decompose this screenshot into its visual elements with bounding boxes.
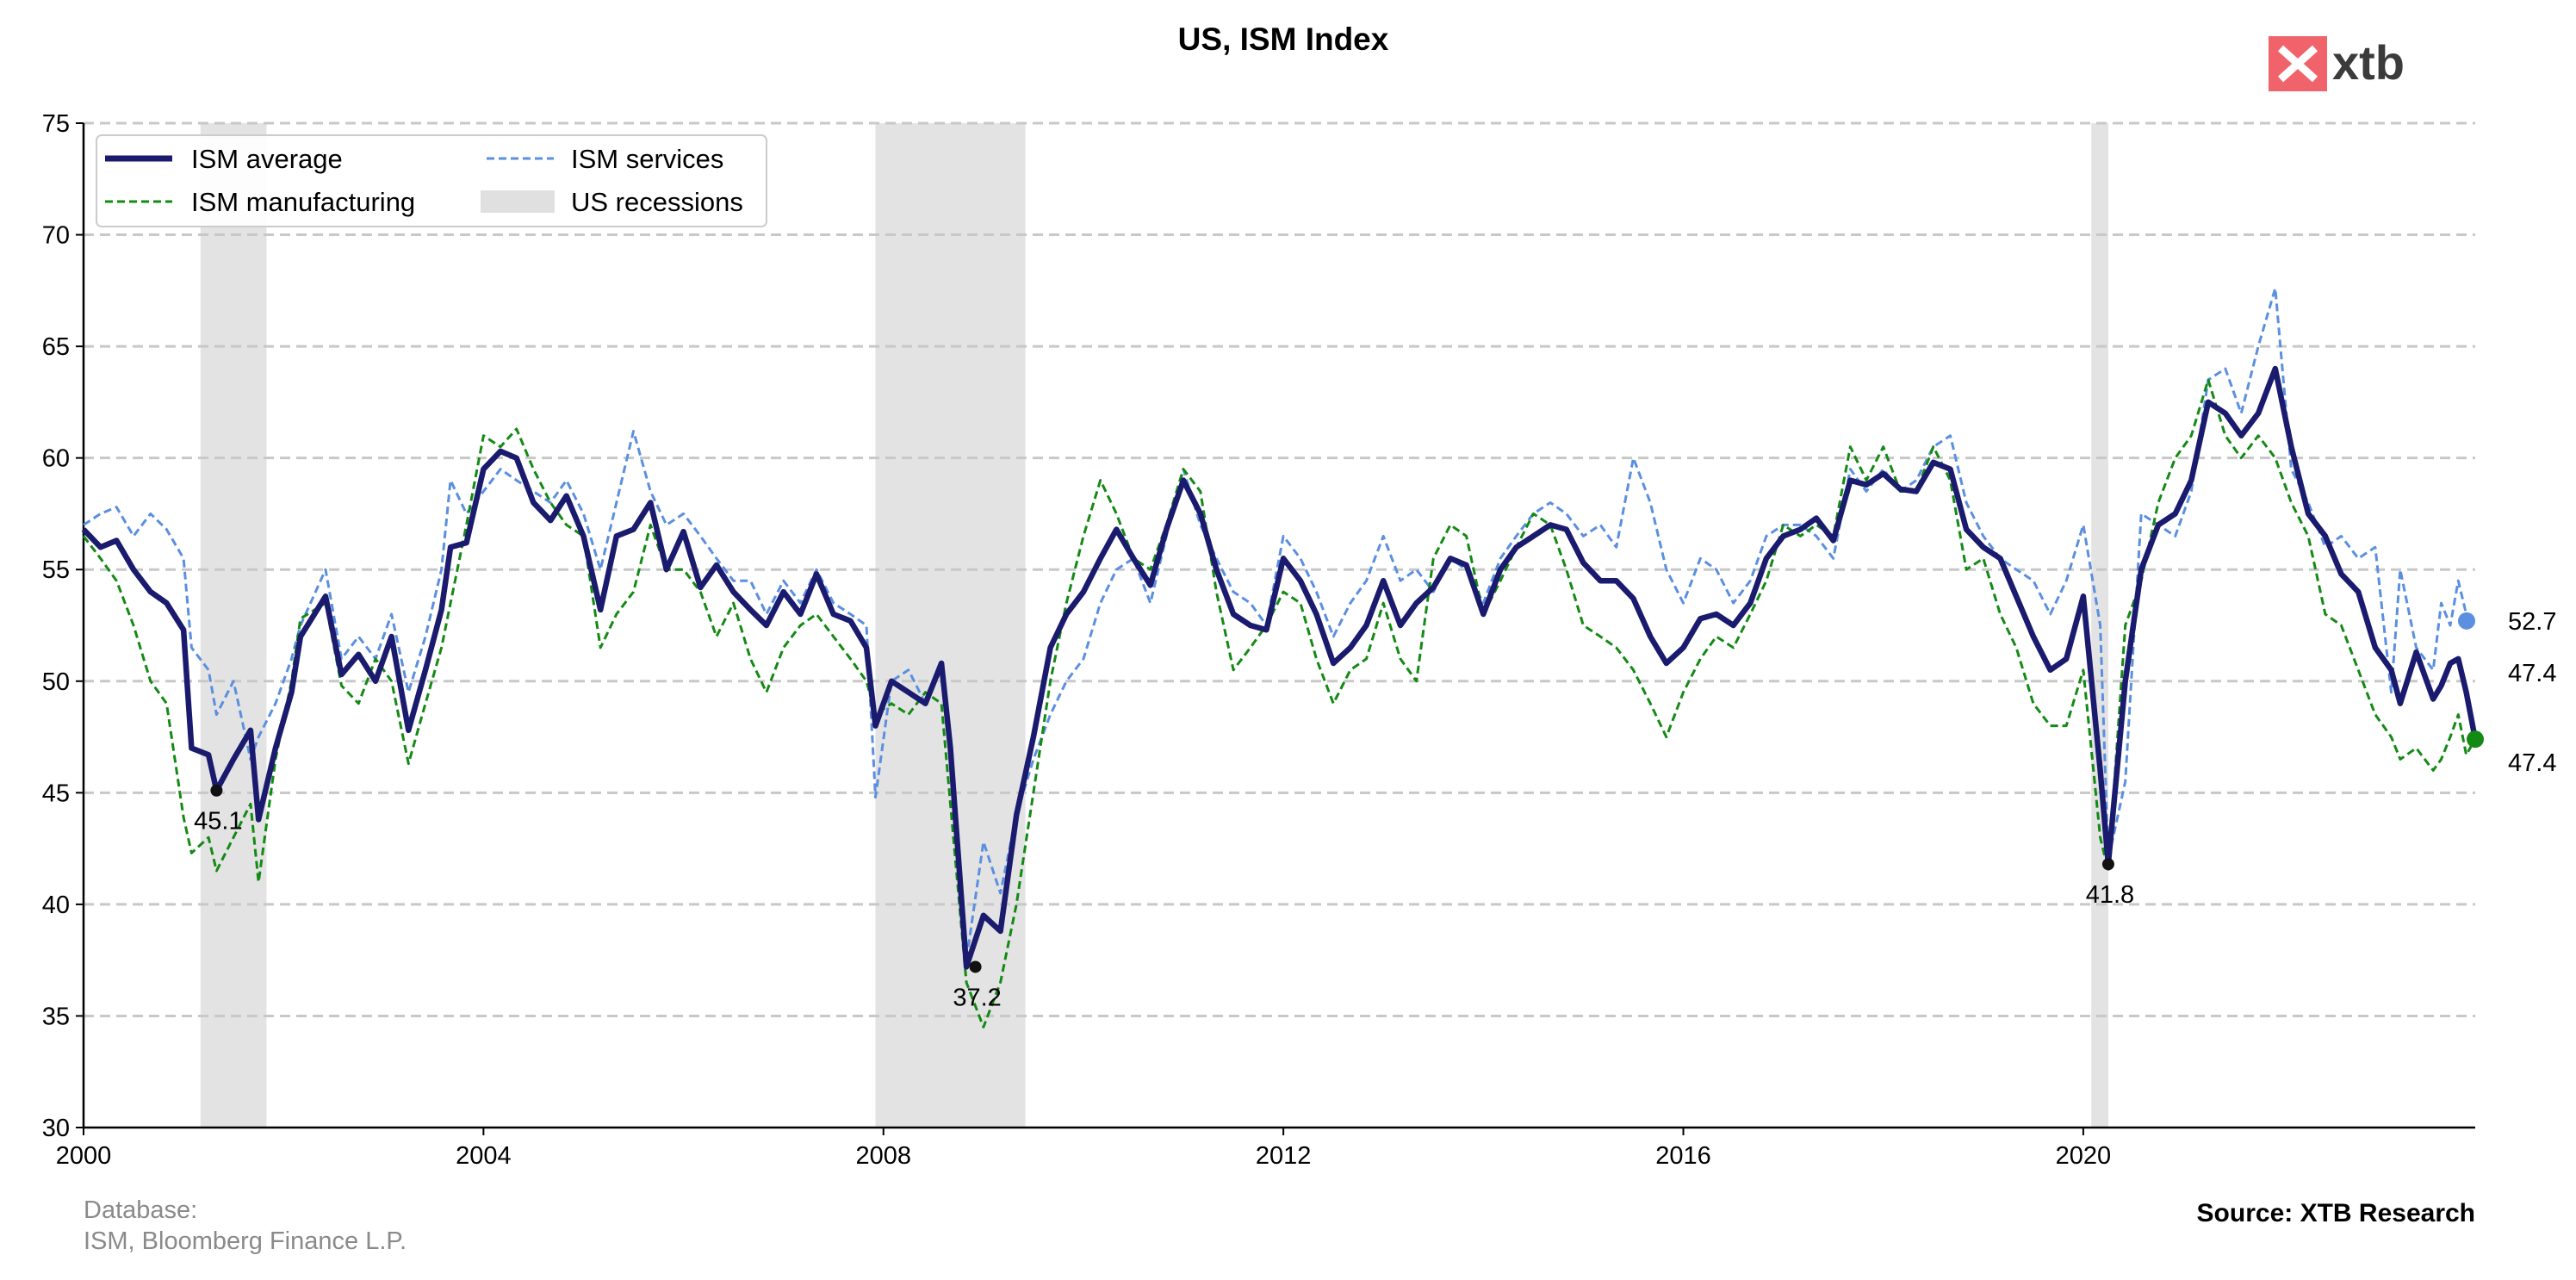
end-markers: 52.7 47.4 47.4 <box>2458 608 2556 777</box>
annotation-label-41-8: 41.8 <box>2086 881 2134 909</box>
end-label-ism-services: 52.7 <box>2508 608 2556 636</box>
end-marker-ism-manufacturing <box>2467 730 2484 749</box>
legend: ISM average ISM manufacturing ISM servic… <box>96 134 767 227</box>
y-tick-label-55: 55 <box>42 556 70 584</box>
annotation-label-45-1: 45.1 <box>194 808 242 836</box>
series-lines <box>81 287 2479 1028</box>
annotation-point-37-2 <box>969 960 982 973</box>
database-label: Database: <box>84 1196 197 1224</box>
database-value: ISM, Bloomberg Finance L.P. <box>84 1227 407 1255</box>
y-tick-label-40: 40 <box>42 892 70 919</box>
x-tick-label-2012: 2012 <box>1256 1142 1312 1170</box>
y-tick-label-45: 45 <box>42 780 70 807</box>
recession-band-2 <box>875 123 1026 1128</box>
legend-label-ism-manufacturing: ISM manufacturing <box>191 187 415 217</box>
x-tick-label-2004: 2004 <box>456 1142 512 1170</box>
y-tick-label-30: 30 <box>42 1115 70 1142</box>
series-line-ism-manufacturing <box>82 378 2477 1028</box>
y-tick-label-60: 60 <box>42 445 70 473</box>
annotation-label-37-2: 37.2 <box>953 984 1001 1011</box>
recession-band-1 <box>200 123 267 1128</box>
chart-title: US, ISM Index <box>1178 22 1389 57</box>
y-tick-label-70: 70 <box>42 222 70 250</box>
x-tick-label-2016: 2016 <box>1655 1142 1711 1170</box>
series-line-ism-services <box>83 287 2476 962</box>
source-label: Source: XTB Research <box>2197 1199 2475 1227</box>
recession-bands <box>200 123 2108 1128</box>
y-tick-label-50: 50 <box>42 668 70 696</box>
legend-label-ism-average: ISM average <box>191 144 343 174</box>
x-tick-label-2000: 2000 <box>56 1142 112 1170</box>
legend-swatch-us-recessions <box>481 190 555 213</box>
annotation-point-45-1 <box>210 784 223 797</box>
x-tick-label-2008: 2008 <box>856 1142 912 1170</box>
xtb-logo: xtb <box>2269 35 2405 91</box>
xtb-logo-text: xtb <box>2332 35 2405 90</box>
annotation-point-41-8 <box>2101 858 2114 871</box>
legend-label-ism-services: ISM services <box>571 144 723 174</box>
end-marker-ism-services <box>2458 612 2475 630</box>
axes: 30 35 40 45 50 55 60 65 70 75 2000 2004 2008 2012 2016… <box>42 110 2475 1170</box>
legend-box <box>96 134 767 227</box>
y-tick-label-35: 35 <box>42 1003 70 1030</box>
x-tick-label-2020: 2020 <box>2056 1142 2112 1170</box>
y-tick-label-75: 75 <box>42 110 70 138</box>
y-tick-label-65: 65 <box>42 333 70 361</box>
end-label-ism-manufacturing: 47.4 <box>2508 749 2556 777</box>
legend-label-us-recessions: US recessions <box>571 187 743 217</box>
xtb-logo-cross-icon <box>2277 45 2318 83</box>
end-label-ism-average: 47.4 <box>2508 660 2556 687</box>
annotations: 45.1 37.2 41.8 <box>194 784 2134 1011</box>
